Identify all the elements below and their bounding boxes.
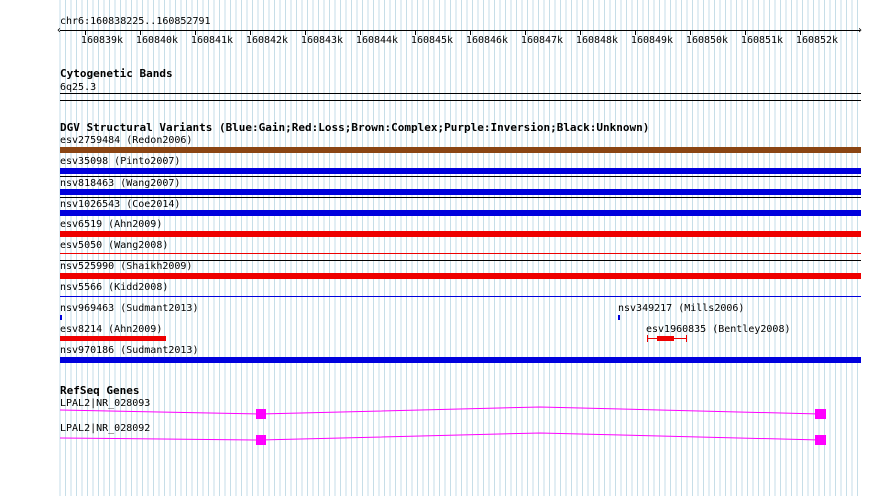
ruler-tick-mark bbox=[800, 30, 801, 35]
variant-bar-loss[interactable] bbox=[60, 273, 861, 279]
ruler-tick-label: 160848k bbox=[575, 35, 619, 46]
ruler-tick-mark bbox=[415, 30, 416, 35]
variant-bar-gain[interactable] bbox=[60, 357, 861, 363]
gene-model-nr-028093[interactable] bbox=[59, 406, 826, 419]
ruler-tick-mark bbox=[470, 30, 471, 35]
gene-label[interactable]: LPAL2|NR_028093 bbox=[60, 398, 151, 409]
ruler-tick-mark bbox=[85, 30, 86, 35]
cytoband-track-title[interactable]: Cytogenetic Bands bbox=[60, 67, 173, 80]
dgv-row-label[interactable]: nsv818463 (Wang2007) bbox=[60, 178, 181, 189]
ruler-left-arrow: ‹ bbox=[56, 25, 63, 36]
gene-model-nr-028092[interactable] bbox=[59, 432, 826, 445]
ruler-tick-label: 160851k bbox=[740, 35, 784, 46]
dgv-row-label[interactable]: nsv970186 (Sudmant2013) bbox=[60, 345, 199, 356]
dgv-row-label[interactable]: esv6519 (Ahn2009) bbox=[60, 219, 163, 230]
ruler-tick-mark bbox=[360, 30, 361, 35]
variant-bar-gain[interactable] bbox=[60, 168, 861, 174]
variant-whisker-left bbox=[647, 335, 648, 342]
ruler-tick-mark bbox=[745, 30, 746, 35]
row-separator bbox=[60, 260, 861, 261]
region-label: chr6:160838225..160852791 bbox=[60, 16, 211, 27]
ruler-tick-label: 160845k bbox=[410, 35, 454, 46]
variant-bar-gain[interactable] bbox=[60, 189, 861, 195]
row-separator bbox=[60, 197, 861, 198]
track-divider bbox=[60, 100, 861, 101]
ruler-tick-label: 160840k bbox=[135, 35, 179, 46]
gene-label[interactable]: LPAL2|NR_028092 bbox=[60, 423, 151, 434]
row-separator bbox=[60, 176, 861, 177]
ruler-tick-mark bbox=[525, 30, 526, 35]
variant-bar-gain[interactable] bbox=[60, 210, 861, 216]
dgv-row-label[interactable]: nsv969463 (Sudmant2013) bbox=[60, 303, 199, 314]
dgv-row-label[interactable]: esv35098 (Pinto2007) bbox=[60, 156, 181, 167]
ruler-tick-label: 160847k bbox=[520, 35, 564, 46]
dgv-row-label[interactable]: nsv5566 (Kidd2008) bbox=[60, 282, 169, 293]
cytoband-label[interactable]: 6q25.3 bbox=[60, 82, 97, 93]
ruler-tick-label: 160842k bbox=[245, 35, 289, 46]
variant-bar-loss[interactable] bbox=[657, 336, 674, 341]
dgv-row-label[interactable]: esv5050 (Wang2008) bbox=[60, 240, 169, 251]
dgv-row-label[interactable]: nsv525990 (Shaikh2009) bbox=[60, 261, 193, 272]
refseq-track-title[interactable]: RefSeq Genes bbox=[60, 384, 140, 397]
ruler-tick-label: 160852k bbox=[795, 35, 839, 46]
ruler-tick-label: 160839k bbox=[80, 35, 124, 46]
ruler-tick-mark bbox=[250, 30, 251, 35]
ruler-tick-label: 160843k bbox=[300, 35, 344, 46]
dgv-row-label[interactable]: esv1960835 (Bentley2008) bbox=[646, 324, 791, 335]
variant-line-loss[interactable] bbox=[60, 253, 861, 254]
dgv-track-title[interactable]: DGV Structural Variants (Blue:Gain;Red:L… bbox=[60, 121, 650, 134]
ruler-tick-mark bbox=[305, 30, 306, 35]
dgv-row-label[interactable]: nsv349217 (Mills2006) bbox=[618, 303, 745, 314]
ruler-tick-label: 160841k bbox=[190, 35, 234, 46]
dgv-row-label[interactable]: esv8214 (Ahn2009) bbox=[60, 324, 163, 335]
ruler-tick-mark bbox=[140, 30, 141, 35]
variant-bar-gain-small[interactable] bbox=[60, 315, 62, 320]
ruler-tick-mark bbox=[635, 30, 636, 35]
variant-bar-loss[interactable] bbox=[60, 231, 861, 237]
cytoband-line bbox=[60, 93, 861, 94]
ruler-tick-label: 160844k bbox=[355, 35, 399, 46]
ruler-right-arrow: › bbox=[857, 25, 864, 36]
ruler-tick-mark bbox=[690, 30, 691, 35]
variant-whisker-right bbox=[686, 335, 687, 342]
variant-bar-loss[interactable] bbox=[60, 336, 166, 341]
dgv-row-label[interactable]: nsv1026543 (Coe2014) bbox=[60, 199, 181, 210]
ruler-tick-label: 160846k bbox=[465, 35, 509, 46]
ruler-tick-mark bbox=[195, 30, 196, 35]
variant-bar-complex[interactable] bbox=[60, 147, 861, 153]
variant-bar-gain-small[interactable] bbox=[618, 315, 620, 320]
ruler-tick-label: 160849k bbox=[630, 35, 674, 46]
ruler-tick-mark bbox=[580, 30, 581, 35]
ruler-tick-label: 160850k bbox=[685, 35, 729, 46]
ruler-axis bbox=[60, 30, 860, 31]
variant-line-gain[interactable] bbox=[60, 296, 861, 297]
dgv-row-label[interactable]: esv2759484 (Redon2006) bbox=[60, 135, 193, 146]
